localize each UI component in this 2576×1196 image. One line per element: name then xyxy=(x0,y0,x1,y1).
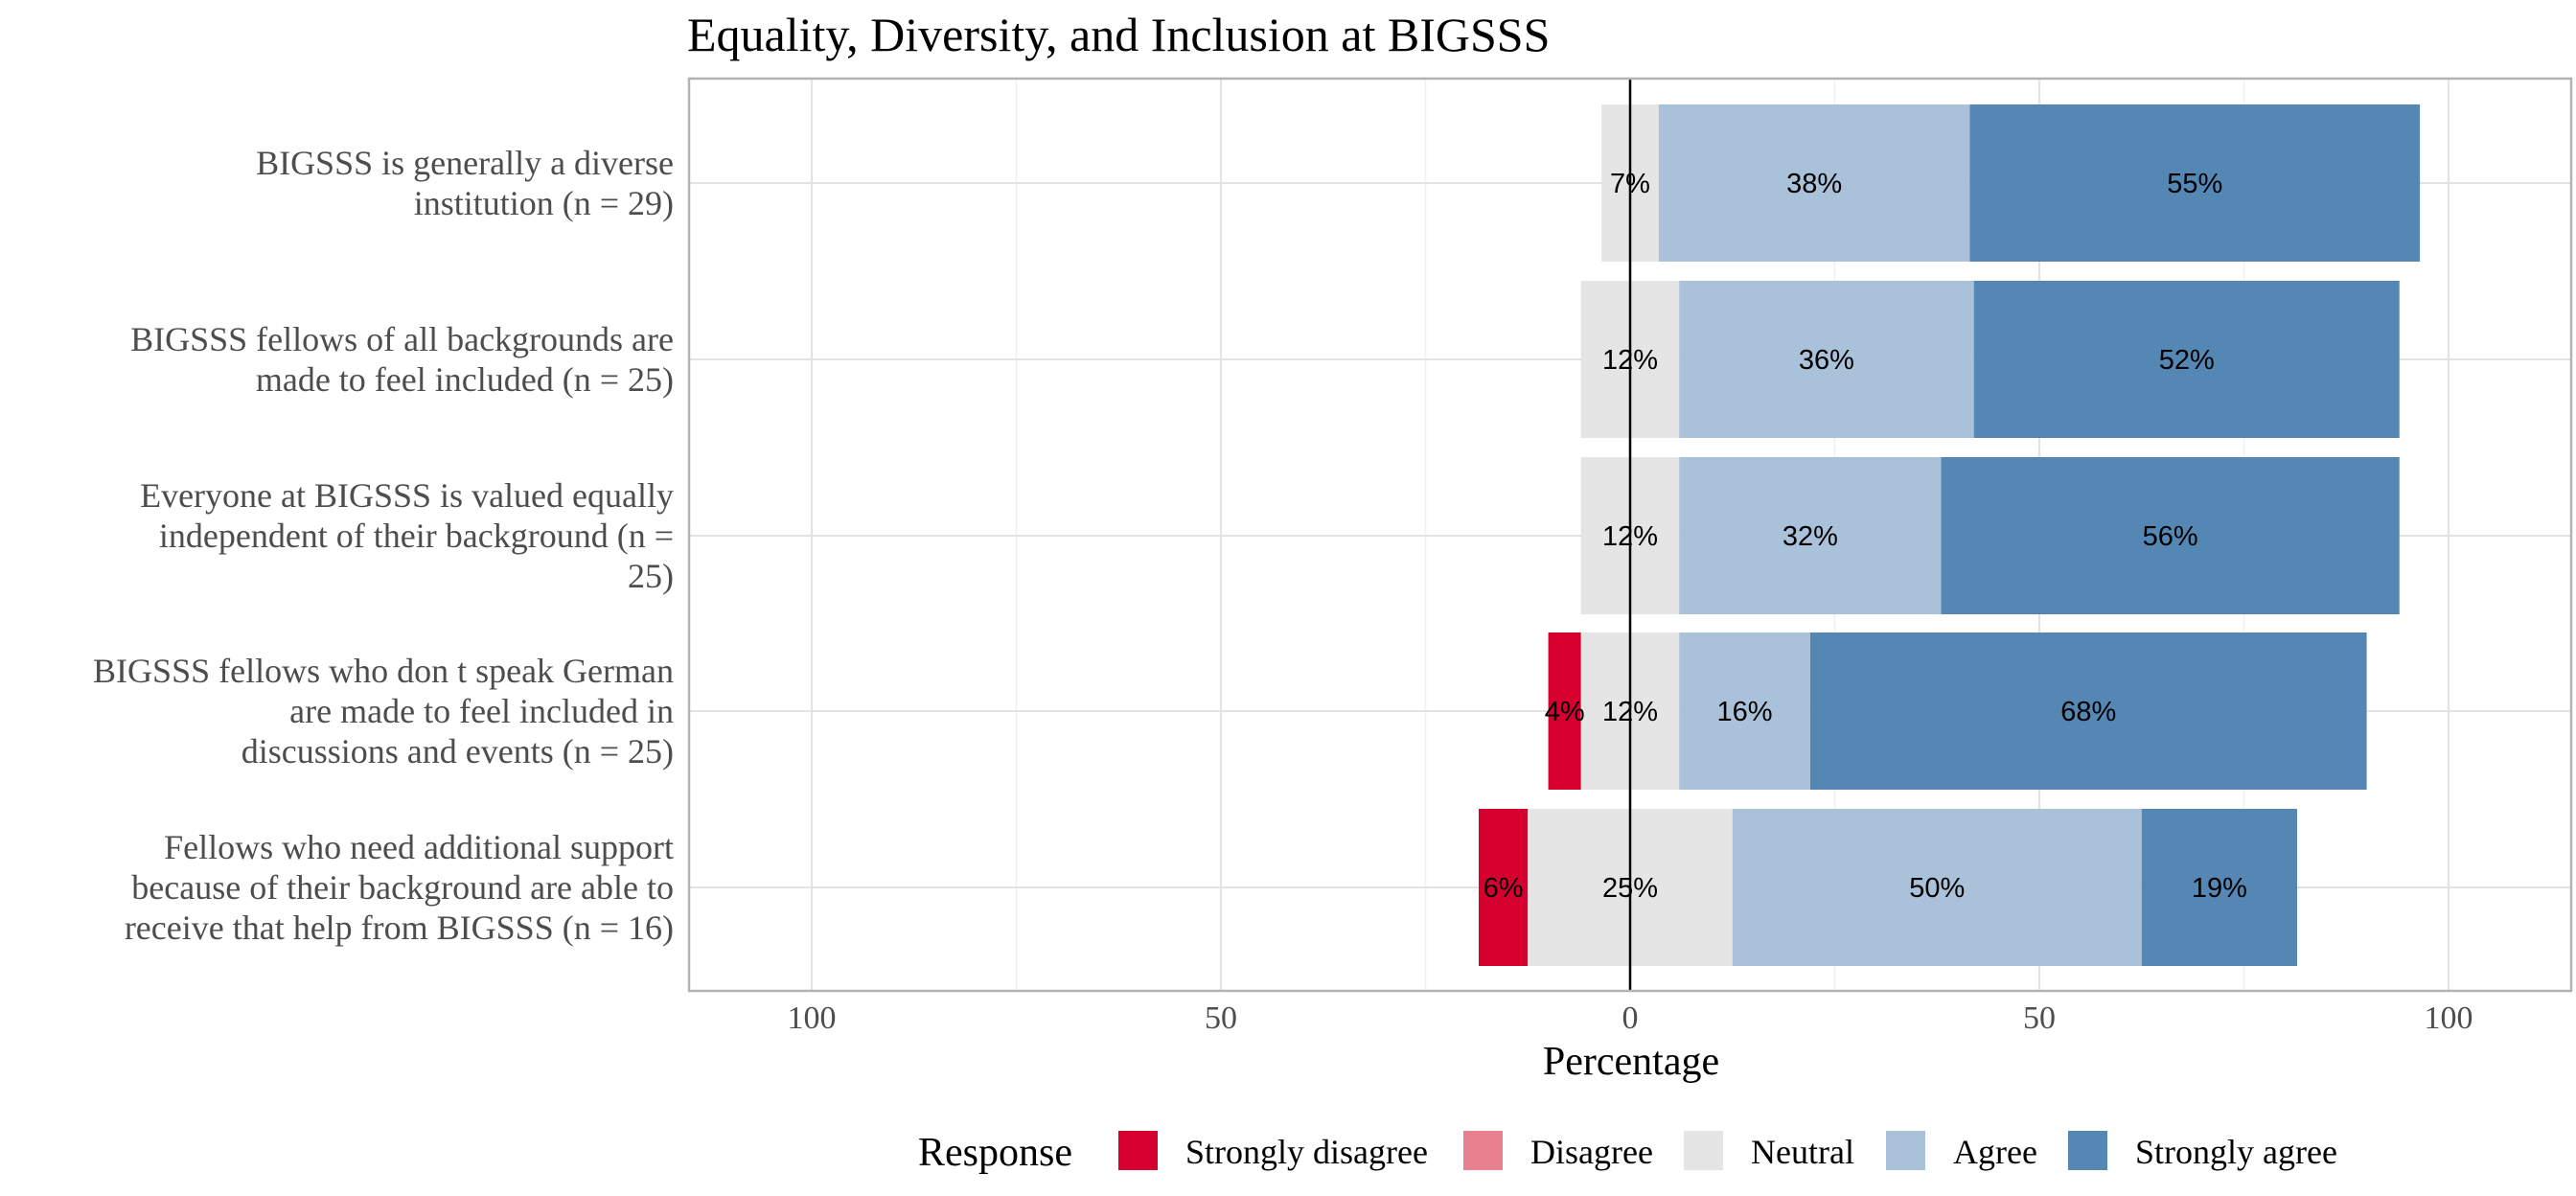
bar-segment xyxy=(1941,457,2400,614)
y-tick-label: receive that help from BIGSSS (n = 16) xyxy=(125,908,674,947)
chart-title: Equality, Diversity, and Inclusion at BI… xyxy=(687,8,1550,61)
data-label: 32% xyxy=(1782,521,1838,552)
legend-label: Neutral xyxy=(1751,1133,1854,1171)
legend-label: Disagree xyxy=(1530,1133,1653,1171)
bar-segment xyxy=(1679,632,1810,790)
bar-segment xyxy=(1679,457,1942,614)
bar-segment xyxy=(1658,104,1970,262)
bar-segment xyxy=(1679,281,1974,438)
legend-label: Agree xyxy=(1953,1133,2037,1171)
x-axis-title: Percentage xyxy=(1543,1040,1719,1084)
data-label: 4% xyxy=(1545,697,1585,727)
y-tick-label: made to feel included (n = 25) xyxy=(256,360,674,399)
y-tick-label: BIGSSS fellows who don t speak German xyxy=(93,652,674,690)
panel-border xyxy=(687,77,2573,993)
legend-key xyxy=(1463,1131,1503,1170)
x-tick-label: 50 xyxy=(1205,1000,1237,1036)
bar-segment xyxy=(1809,632,2367,790)
data-label: 68% xyxy=(2060,697,2116,727)
bar-segment xyxy=(1973,281,2400,438)
legend-key xyxy=(1118,1131,1158,1170)
bar-segment xyxy=(1732,809,2142,966)
legend-key xyxy=(1886,1131,1925,1170)
data-label: 56% xyxy=(2143,521,2198,552)
legend-key xyxy=(1684,1131,1723,1170)
legend-label: Strongly agree xyxy=(2135,1133,2337,1171)
x-tick-label: 0 xyxy=(1622,1000,1639,1036)
data-label: 6% xyxy=(1484,873,1524,904)
y-tick-label: institution (n = 29) xyxy=(414,184,674,222)
bar-segment xyxy=(1479,809,1529,966)
y-tick-label: are made to feel included in xyxy=(289,692,674,730)
data-label: 52% xyxy=(2159,345,2215,376)
data-label: 55% xyxy=(2167,169,2222,199)
y-tick-label: because of their background are able to xyxy=(131,868,674,907)
bar-segment xyxy=(1548,632,1581,790)
y-tick-label: Fellows who need additional support xyxy=(164,828,674,866)
y-tick-label: 25) xyxy=(628,557,674,595)
x-tick-label: 50 xyxy=(2023,1000,2056,1036)
legend: Response Strongly disagree Disagree Neutra… xyxy=(918,1131,2337,1175)
x-tick-label: 100 xyxy=(788,1000,837,1036)
x-tick-label: 100 xyxy=(2425,1000,2473,1036)
data-label: 38% xyxy=(1786,169,1842,199)
bar-segment xyxy=(2141,809,2298,966)
bar-segment xyxy=(1969,104,2421,262)
data-label: 50% xyxy=(1909,873,1965,904)
y-tick-label: independent of their background (n = xyxy=(159,517,674,555)
y-tick-label: BIGSSS is generally a diverse xyxy=(256,144,674,182)
data-label: 36% xyxy=(1799,345,1854,376)
legend-title: Response xyxy=(918,1131,1072,1175)
y-tick-label: BIGSSS fellows of all backgrounds are xyxy=(130,320,674,358)
axes: 100 50 0 50 100 BIGSSS is generally a diverse… xyxy=(93,77,2573,1036)
legend-label: Strongly disagree xyxy=(1185,1133,1428,1171)
legend-key xyxy=(2068,1131,2107,1170)
y-tick-label: discussions and events (n = 25) xyxy=(242,732,674,770)
data-label: 16% xyxy=(1717,697,1773,727)
y-tick-label: Everyone at BIGSSS is valued equally xyxy=(140,476,674,515)
data-label: 19% xyxy=(2192,873,2247,904)
